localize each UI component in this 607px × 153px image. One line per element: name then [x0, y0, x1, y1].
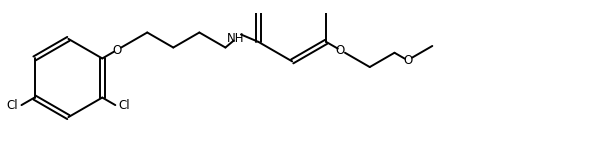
Text: Cl: Cl [118, 99, 130, 112]
Text: O: O [403, 54, 412, 67]
Text: O: O [112, 44, 121, 57]
Text: O: O [336, 44, 345, 57]
Text: NH: NH [227, 32, 245, 45]
Text: Cl: Cl [7, 99, 18, 112]
